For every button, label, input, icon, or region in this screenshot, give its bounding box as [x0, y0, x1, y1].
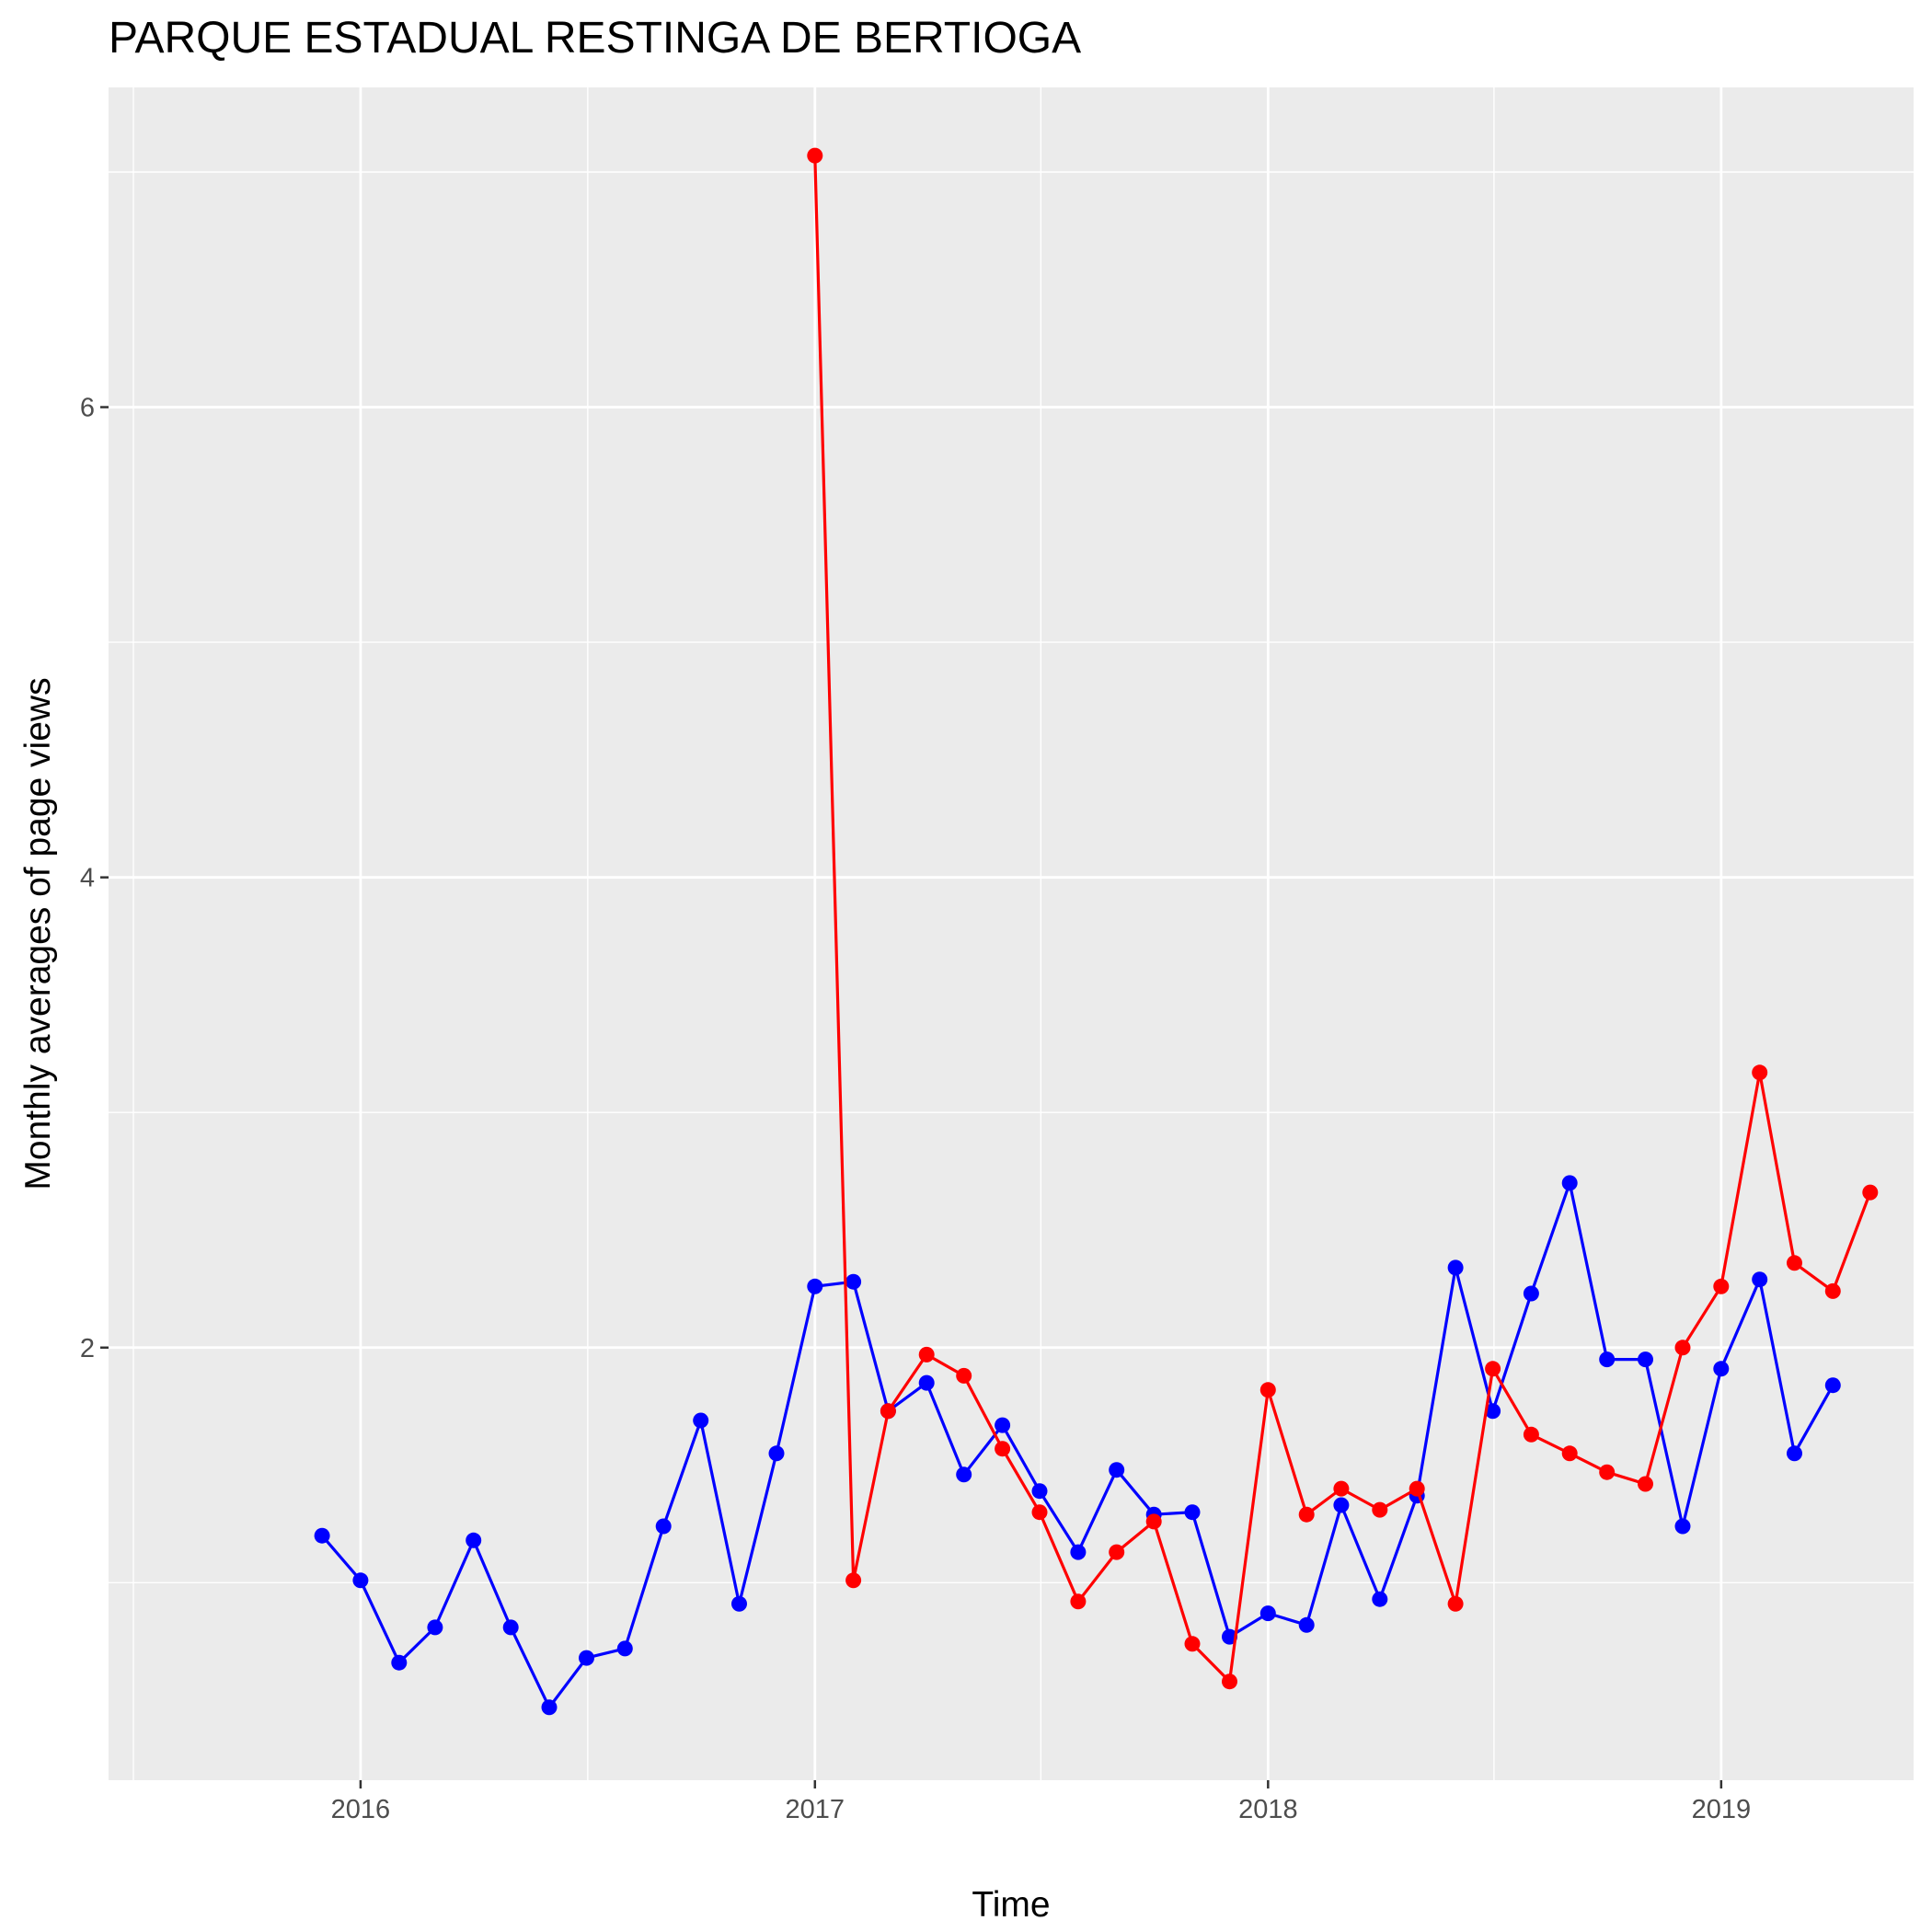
data-point: [655, 1518, 672, 1535]
y-tick-label: 6: [80, 394, 95, 423]
data-point: [1485, 1361, 1501, 1377]
data-point: [1787, 1255, 1802, 1271]
data-point: [352, 1572, 369, 1589]
data-point: [1485, 1403, 1501, 1420]
data-point: [1447, 1259, 1464, 1276]
data-point: [541, 1699, 558, 1716]
data-point: [427, 1619, 443, 1636]
data-point: [731, 1595, 747, 1612]
data-point: [807, 1278, 823, 1294]
data-point: [1298, 1616, 1315, 1633]
data-point: [579, 1650, 594, 1666]
data-point: [1109, 1462, 1125, 1478]
data-point: [1599, 1351, 1616, 1368]
x-axis-title: Time: [972, 1885, 1050, 1925]
x-tick-label: 2019: [1692, 1795, 1752, 1824]
data-point: [918, 1346, 935, 1363]
data-point: [1787, 1445, 1802, 1462]
data-point: [1752, 1271, 1768, 1288]
data-point: [1109, 1544, 1125, 1560]
data-point: [918, 1374, 935, 1391]
x-tick-label: 2018: [1238, 1795, 1298, 1824]
series-1: [314, 1175, 1841, 1716]
y-tick-label: 2: [80, 1334, 95, 1363]
data-point: [1031, 1504, 1048, 1521]
data-point: [845, 1273, 862, 1290]
data-point: [880, 1403, 896, 1420]
data-point: [1298, 1506, 1315, 1523]
data-point: [1333, 1480, 1350, 1497]
x-tick-label: 2016: [331, 1795, 391, 1824]
data-point: [314, 1527, 330, 1544]
major-gridlines: [109, 87, 1914, 1780]
data-point: [616, 1640, 633, 1657]
data-point: [956, 1367, 972, 1384]
data-point: [1259, 1605, 1276, 1622]
data-point: [1638, 1476, 1653, 1492]
data-point: [466, 1532, 482, 1548]
data-point: [1409, 1480, 1425, 1497]
data-point: [1259, 1382, 1276, 1398]
data-point: [1222, 1673, 1237, 1690]
data-point: [1674, 1518, 1691, 1535]
data-point: [1674, 1340, 1691, 1356]
minor-gridlines: [109, 87, 1914, 1780]
data-point: [1447, 1595, 1464, 1612]
axes-layer: 2016 2017 2018 2019 2 4 6: [80, 394, 1751, 1824]
data-point: [1070, 1544, 1087, 1560]
data-point: [693, 1412, 709, 1429]
data-point: [1372, 1591, 1388, 1607]
data-point: [956, 1466, 972, 1483]
series-layer: [314, 147, 1879, 1716]
x-tick-label: 2017: [786, 1795, 845, 1824]
data-point: [768, 1445, 785, 1462]
series-2: [807, 147, 1879, 1690]
data-point: [1372, 1501, 1388, 1518]
data-point: [1184, 1504, 1201, 1521]
data-point: [1752, 1064, 1768, 1081]
y-axis-title: Monthly averages of page views: [18, 677, 58, 1190]
data-point: [1070, 1593, 1087, 1610]
data-point: [1523, 1426, 1539, 1443]
data-point: [995, 1417, 1011, 1433]
data-point: [1031, 1483, 1048, 1500]
data-point: [1184, 1636, 1201, 1652]
chart-title: PARQUE ESTADUAL RESTINGA DE BERTIOGA: [109, 14, 1082, 63]
data-point: [1333, 1497, 1350, 1513]
data-point: [1561, 1445, 1578, 1462]
data-point: [807, 147, 823, 164]
data-point: [1862, 1184, 1879, 1201]
data-point: [1824, 1282, 1841, 1299]
data-point: [845, 1572, 862, 1589]
data-point: [1523, 1285, 1539, 1302]
plot-panel: [109, 87, 1914, 1780]
data-point: [1713, 1361, 1730, 1377]
data-point: [1638, 1351, 1653, 1368]
data-point: [1145, 1513, 1162, 1530]
data-point: [1561, 1175, 1578, 1191]
data-point: [995, 1441, 1011, 1457]
data-point: [1713, 1278, 1730, 1294]
data-point: [1824, 1377, 1841, 1394]
y-tick-label: 4: [80, 864, 95, 893]
data-point: [1599, 1464, 1616, 1480]
data-point: [391, 1654, 408, 1671]
data-point: [502, 1619, 519, 1636]
